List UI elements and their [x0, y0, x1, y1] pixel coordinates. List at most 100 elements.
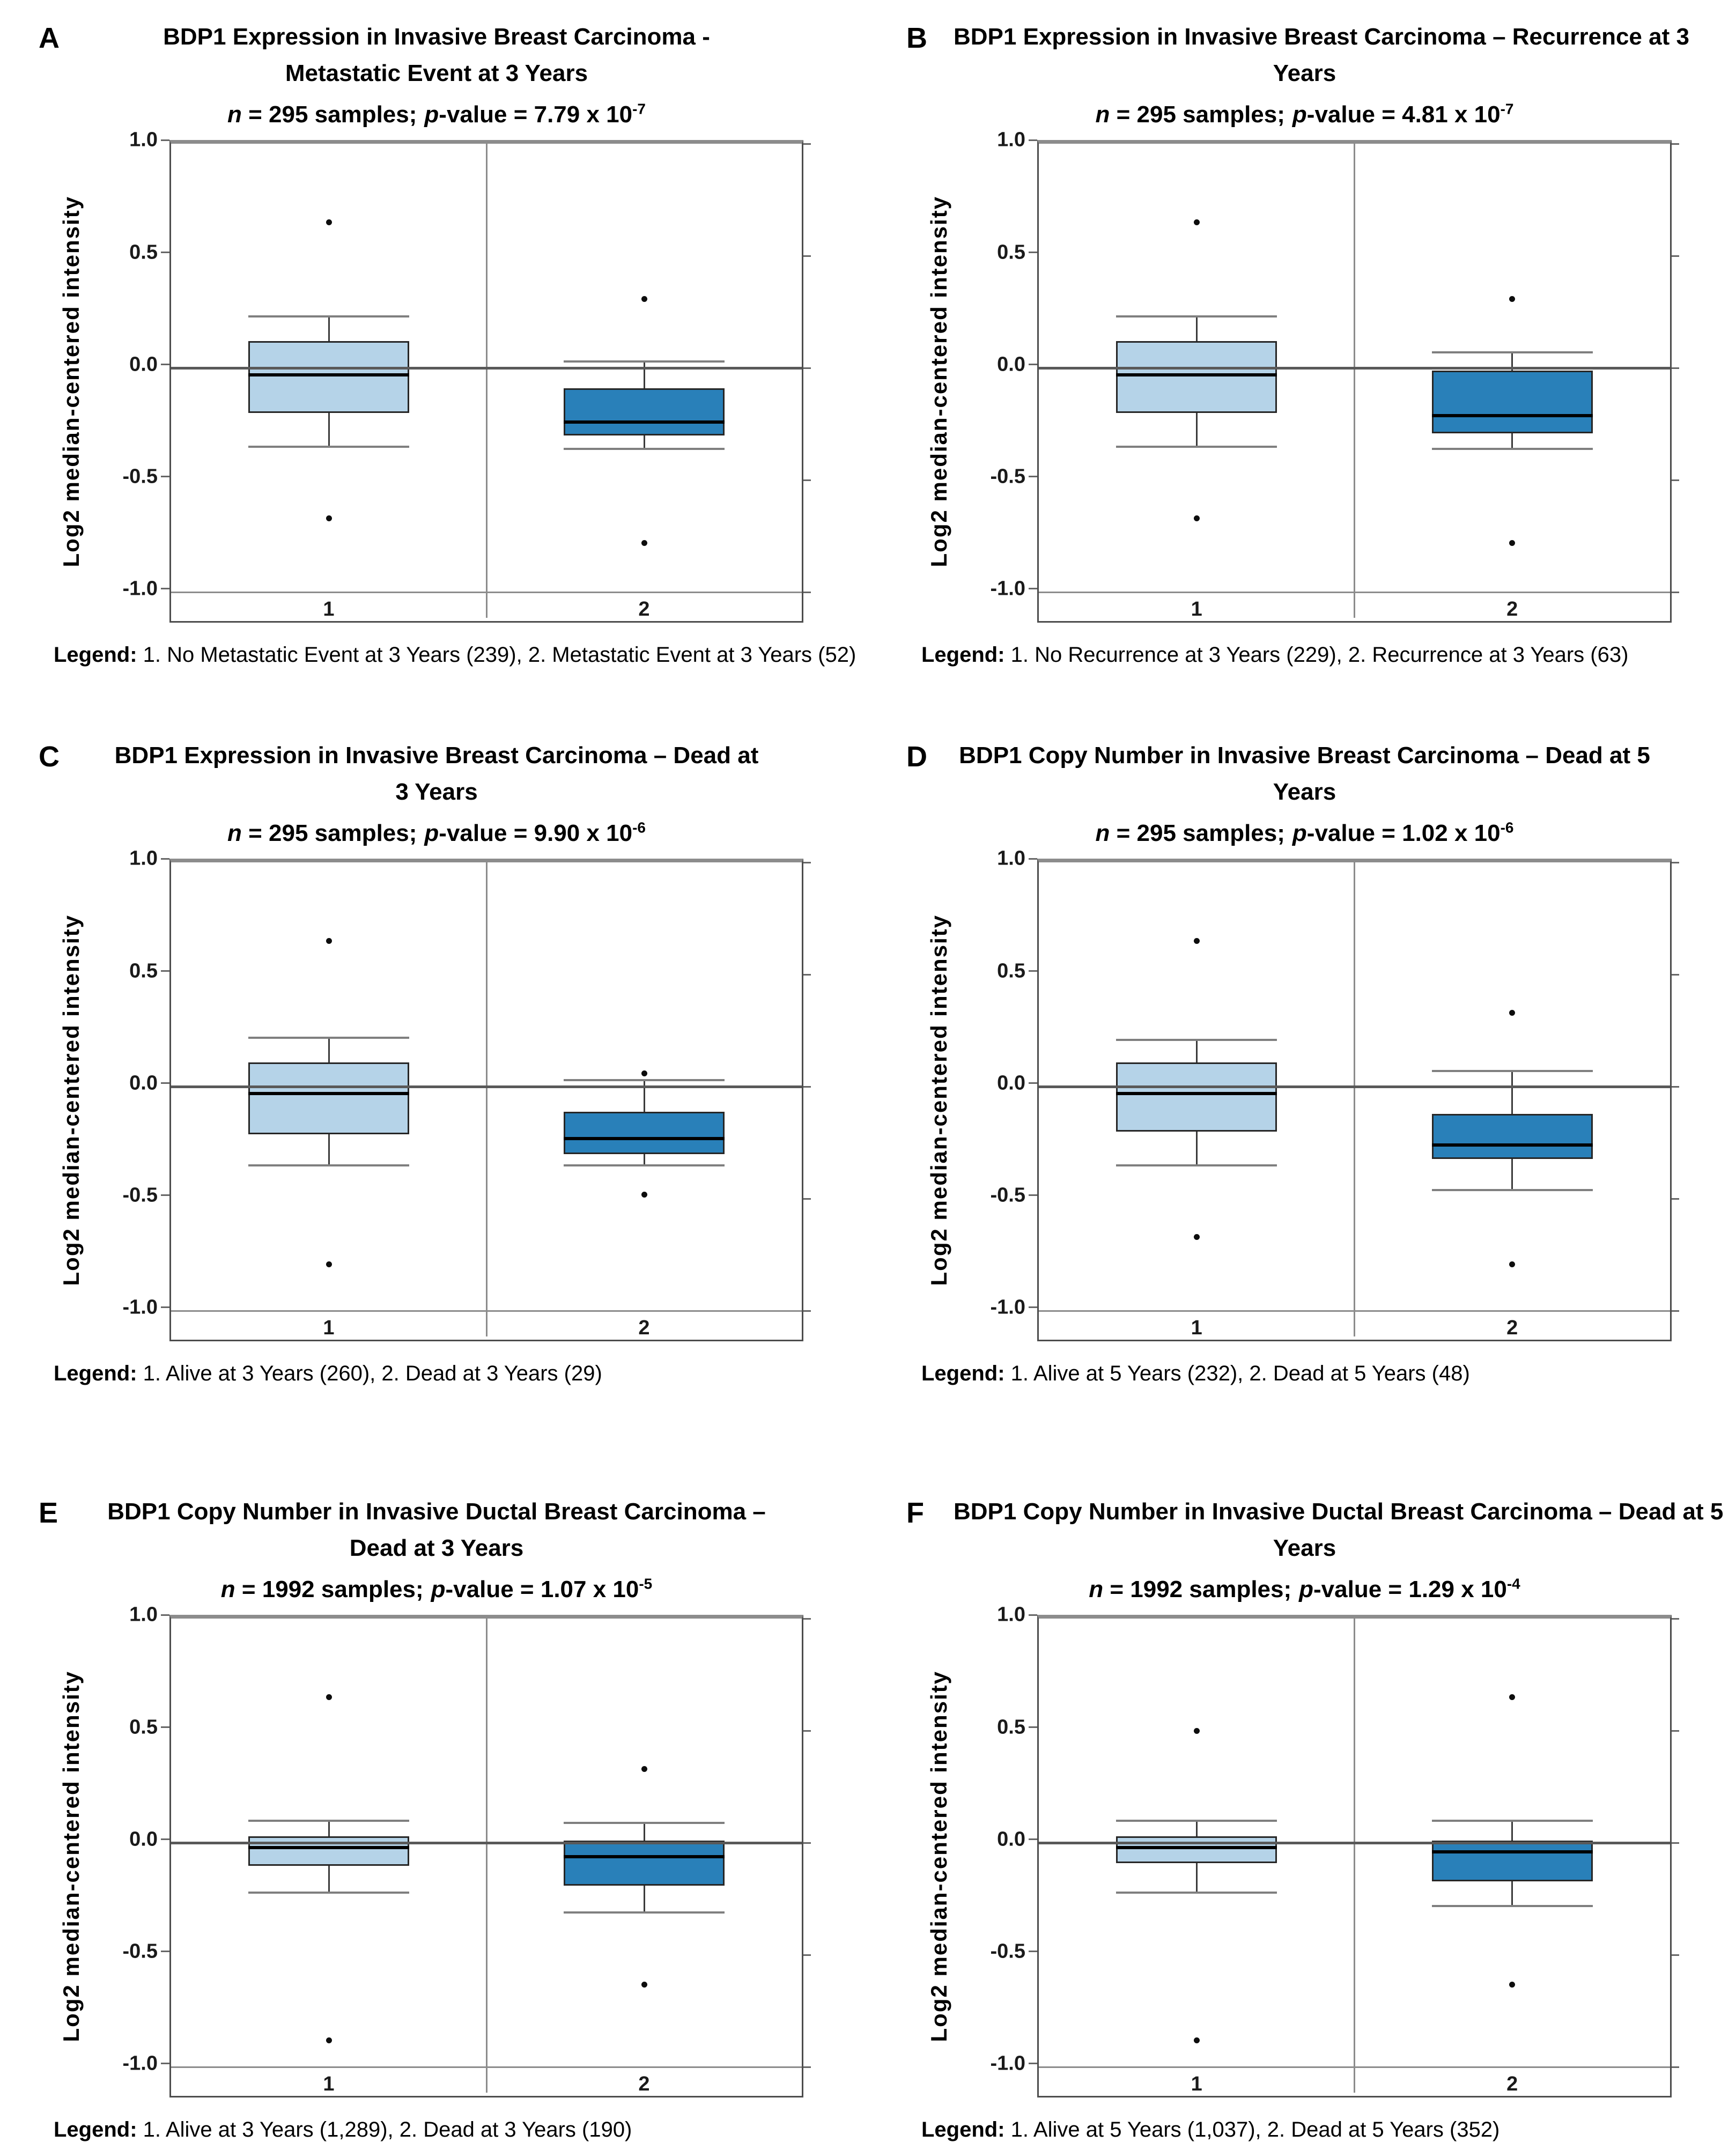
- y-tick-mark: [1029, 1951, 1037, 1953]
- y-tick-label: 0.5: [997, 1716, 1025, 1739]
- y-tick-label: -1.0: [122, 577, 158, 600]
- stat-n: n = 295 samples;: [227, 820, 417, 847]
- legend-label: Legend:: [54, 1362, 137, 1386]
- y-tick-label: 0.0: [129, 1072, 158, 1095]
- whisker-cap-upper: [248, 1819, 409, 1822]
- x-tick-label: 1: [323, 1316, 335, 1339]
- outlier-dot: [1193, 938, 1200, 944]
- box-iqr: [1116, 341, 1277, 413]
- panel-header: BDP1 Expression in Invasive Breast Carci…: [48, 19, 803, 132]
- y-tick-label: -1.0: [990, 1296, 1025, 1319]
- panel-stats: n = 295 samples; p-value = 1.02 x 10-6: [954, 816, 1656, 851]
- panel-letter: D: [906, 741, 927, 773]
- zero-line: [1039, 1085, 1670, 1089]
- outlier-dot: [1193, 219, 1200, 226]
- y-tick-mark-right: [1672, 1198, 1679, 1200]
- panel-letter: A: [39, 22, 60, 54]
- outlier-dot: [1193, 2037, 1200, 2044]
- y-tick-label: -0.5: [990, 1184, 1025, 1207]
- panel-title-line1: BDP1 Expression in Invasive Breast Carci…: [114, 742, 759, 769]
- x-tick-label: 2: [1506, 597, 1518, 621]
- panel-title-line1: BDP1 Copy Number in Invasive Ductal Brea…: [954, 1498, 1724, 1525]
- y-tick-mark: [161, 476, 169, 478]
- panel-stats: n = 1992 samples; p-value = 1.29 x 10-4: [954, 1572, 1656, 1607]
- panel-stats: n = 295 samples; p-value = 4.81 x 10-7: [954, 97, 1656, 132]
- y-tick-mark-right: [1672, 367, 1679, 370]
- plot-row: Log2 median-centered intensity 1.0 0.5 0.0…: [48, 1604, 811, 2098]
- y-tick-mark-right: [803, 479, 811, 482]
- panel-stats: n = 295 samples; p-value = 9.90 x 10-6: [86, 816, 787, 851]
- panel-title-line1: BDP1 Expression in Invasive Breast Carci…: [163, 24, 710, 50]
- y-tick-mark-right: [803, 1617, 811, 1620]
- y-tick-label: 1.0: [997, 1603, 1025, 1626]
- y-tick-mark-right: [803, 1954, 811, 1956]
- x-tick-label: 2: [638, 597, 650, 621]
- stat-p: p-value = 7.79 x 10: [424, 101, 633, 128]
- stat-exponent: -4: [1506, 1575, 1520, 1592]
- legend-label: Legend:: [921, 643, 1005, 667]
- box-iqr: [248, 341, 409, 413]
- outlier-dot: [641, 296, 647, 302]
- x-tick-label: 2: [1506, 1316, 1518, 1339]
- y-tick-mark-right: [803, 1086, 811, 1088]
- box-iqr: [564, 388, 725, 436]
- y-axis-label: Log2 median-centered intensity: [58, 914, 84, 1286]
- box-iqr: [248, 1836, 409, 1866]
- panel-title: BDP1 Copy Number in Invasive Ductal Brea…: [954, 1494, 1724, 1567]
- outlier-dot: [1193, 1728, 1200, 1734]
- y-tick-mark-right: [803, 1198, 811, 1200]
- whisker-cap-upper: [564, 360, 725, 363]
- whisker-cap-lower: [564, 448, 725, 450]
- outlier-dot: [1509, 1010, 1516, 1016]
- y-tick-mark-right: [803, 861, 811, 863]
- x-tick-label: 1: [1191, 597, 1202, 621]
- y-tick-mark: [1029, 858, 1037, 860]
- y-tick-mark: [1029, 1726, 1037, 1729]
- y-tick-label: 0.5: [129, 1716, 158, 1739]
- whisker-cap-lower: [564, 1911, 725, 1914]
- panel-title-line1: BDP1 Expression in Invasive Breast Carci…: [954, 24, 1689, 50]
- box-iqr: [564, 1111, 725, 1155]
- panel-title: BDP1 Expression in Invasive Breast Carci…: [86, 19, 787, 92]
- y-tick-mark-right: [1672, 974, 1679, 976]
- whisker-cap-upper: [564, 1079, 725, 1082]
- y-axis-ticks: 1.0 0.5 0.0 -0.5 -1.0: [94, 1604, 169, 2097]
- y-tick-mark-right: [803, 974, 811, 976]
- whisker-cap-lower: [564, 1164, 725, 1167]
- y-tick-mark: [1029, 1614, 1037, 1616]
- stat-p: p-value = 1.02 x 10: [1292, 820, 1501, 847]
- whisker-cap-lower: [1116, 1891, 1277, 1894]
- legend-text: 1. Alive at 5 Years (232), 2. Dead at 5 …: [1004, 1362, 1470, 1386]
- y-tick-mark: [161, 588, 169, 590]
- box-iqr: [248, 1062, 409, 1134]
- panel-letter: F: [906, 1497, 924, 1529]
- outlier-dot: [326, 515, 332, 522]
- whisker-cap-upper: [1116, 1038, 1277, 1041]
- y-tick-label: 0.5: [129, 241, 158, 264]
- y-axis-label-col: Log2 median-centered intensity: [916, 140, 962, 623]
- y-axis-label: Log2 median-centered intensity: [926, 914, 951, 1286]
- y-tick-label: 0.5: [129, 959, 158, 983]
- outlier-dot: [326, 1694, 332, 1701]
- y-tick-mark: [161, 858, 169, 860]
- legend-text: 1. No Recurrence at 3 Years (229), 2. Re…: [1004, 643, 1629, 667]
- outlier-dot: [641, 1981, 647, 1988]
- y-tick-mark: [1029, 476, 1037, 478]
- panel-title: BDP1 Expression in Invasive Breast Carci…: [954, 19, 1689, 92]
- y-tick-mark: [161, 1306, 169, 1309]
- zero-line: [171, 367, 802, 370]
- y-tick-mark: [1029, 2063, 1037, 2065]
- y-tick-label: 0.0: [129, 353, 158, 376]
- y-axis-ticks: 1.0 0.5 0.0 -0.5 -1.0: [94, 847, 169, 1341]
- y-axis-label: Log2 median-centered intensity: [58, 196, 84, 567]
- box-iqr: [1116, 1836, 1277, 1864]
- group-divider-line: [485, 1619, 487, 2093]
- y-axis-label: Log2 median-centered intensity: [58, 1671, 84, 2042]
- stat-p: p-value = 4.81 x 10: [1292, 101, 1501, 128]
- panel-title-line2: Years: [1273, 779, 1336, 806]
- y-tick-mark-right: [803, 367, 811, 370]
- stat-exponent: -5: [639, 1575, 653, 1592]
- median-line: [564, 420, 725, 424]
- median-line: [248, 373, 409, 377]
